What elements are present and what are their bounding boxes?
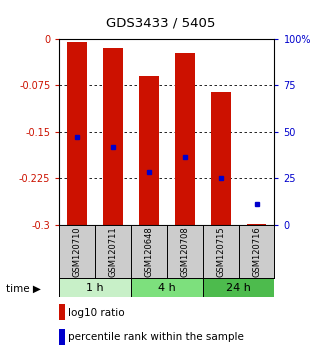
Text: 4 h: 4 h (158, 282, 176, 293)
Text: GSM120648: GSM120648 (144, 226, 153, 277)
Text: log10 ratio: log10 ratio (68, 308, 125, 318)
Text: GDS3433 / 5405: GDS3433 / 5405 (106, 17, 215, 29)
Bar (103, 48, 123, 225)
Bar (175, 52, 195, 225)
Text: 24 h: 24 h (226, 282, 251, 293)
Text: GSM120710: GSM120710 (73, 226, 82, 277)
Text: time ▶: time ▶ (6, 284, 41, 293)
Bar (59, 278, 131, 297)
Text: GSM120708: GSM120708 (180, 226, 189, 277)
Bar (247, 224, 266, 225)
Bar (203, 278, 274, 297)
Text: percentile rank within the sample: percentile rank within the sample (68, 332, 244, 342)
Text: GSM120715: GSM120715 (216, 226, 225, 277)
Bar (139, 76, 159, 225)
Text: GSM120711: GSM120711 (108, 226, 118, 277)
Bar (67, 42, 87, 225)
Bar (131, 278, 203, 297)
Bar (211, 92, 230, 225)
Text: GSM120716: GSM120716 (252, 226, 261, 277)
Text: 1 h: 1 h (86, 282, 104, 293)
